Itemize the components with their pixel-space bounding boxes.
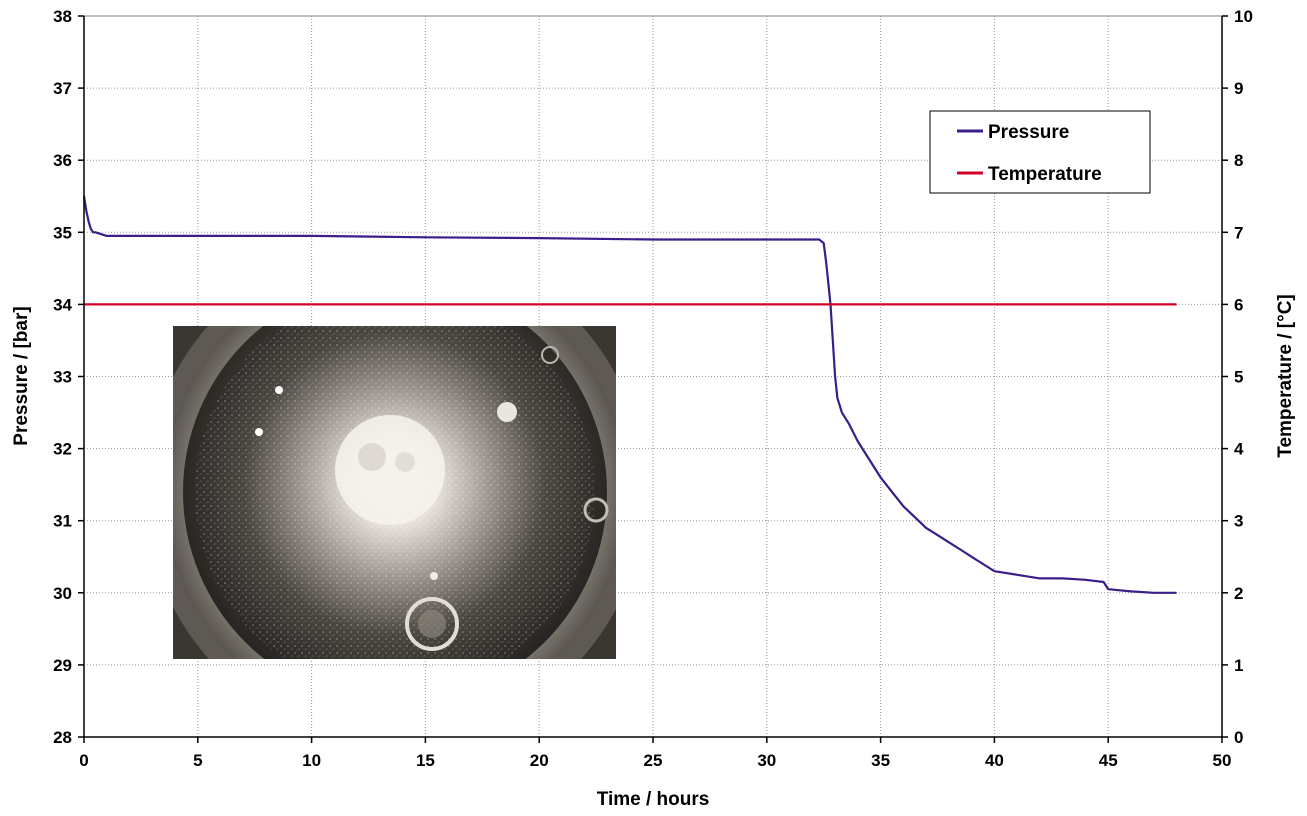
y2-tick-label: 9: [1234, 79, 1243, 98]
y2-tick-label: 4: [1234, 440, 1244, 459]
legend-box: [929, 110, 1151, 194]
x-tick-label: 25: [644, 751, 663, 770]
y2-tick-label: 0: [1234, 728, 1243, 747]
y2-tick-label: 2: [1234, 584, 1243, 603]
x-tick-label: 5: [193, 751, 202, 770]
x-tick-label: 0: [79, 751, 88, 770]
y2-tick-label: 10: [1234, 7, 1253, 26]
x-ticks: 0 5 10 15 20 25 30 35 40 45 50: [79, 737, 1231, 770]
legend-label-pressure: Pressure: [988, 122, 1069, 143]
inset-photo: [173, 326, 616, 659]
legend-label-temperature: Temperature: [988, 164, 1102, 185]
y-tick-label: 37: [53, 79, 72, 98]
y2-ticks: 0 1 2 3 4 5 6 7 8 9 10: [1222, 7, 1253, 747]
x-tick-label: 45: [1099, 751, 1118, 770]
x-tick-label: 40: [985, 751, 1004, 770]
x-tick-label: 35: [871, 751, 890, 770]
y-ticks: 28 29 30 31 32 33 34 35 36 37 38: [53, 7, 84, 747]
y-tick-label: 32: [53, 440, 72, 459]
y-tick-label: 36: [53, 151, 72, 170]
y-tick-label: 31: [53, 512, 72, 531]
series-layer: [82, 196, 1177, 594]
y-tick-label: 33: [53, 368, 72, 387]
x-axis-label: Time / hours: [597, 789, 710, 810]
y-axis-label: Pressure / [bar]: [11, 306, 32, 445]
y2-axis-label: Temperature / [°C]: [1275, 294, 1296, 458]
y2-tick-label: 6: [1234, 295, 1243, 314]
y-tick-label: 35: [53, 223, 72, 242]
x-tick-label: 50: [1213, 751, 1232, 770]
y2-tick-label: 5: [1234, 368, 1243, 387]
x-tick-label: 20: [530, 751, 549, 770]
y2-tick-label: 8: [1234, 151, 1243, 170]
series-line-pressure: [82, 196, 1177, 594]
y-tick-label: 29: [53, 656, 72, 675]
y-tick-label: 34: [53, 295, 72, 314]
y-tick-label: 28: [53, 728, 72, 747]
y-tick-label: 38: [53, 7, 72, 26]
x-tick-label: 30: [757, 751, 776, 770]
y2-tick-label: 7: [1234, 223, 1243, 242]
y2-tick-label: 3: [1234, 512, 1243, 531]
legend: Pressure Temperature: [929, 110, 1151, 194]
x-tick-label: 10: [302, 751, 321, 770]
y2-tick-label: 1: [1234, 656, 1243, 675]
y-tick-label: 30: [53, 584, 72, 603]
x-tick-label: 15: [416, 751, 435, 770]
